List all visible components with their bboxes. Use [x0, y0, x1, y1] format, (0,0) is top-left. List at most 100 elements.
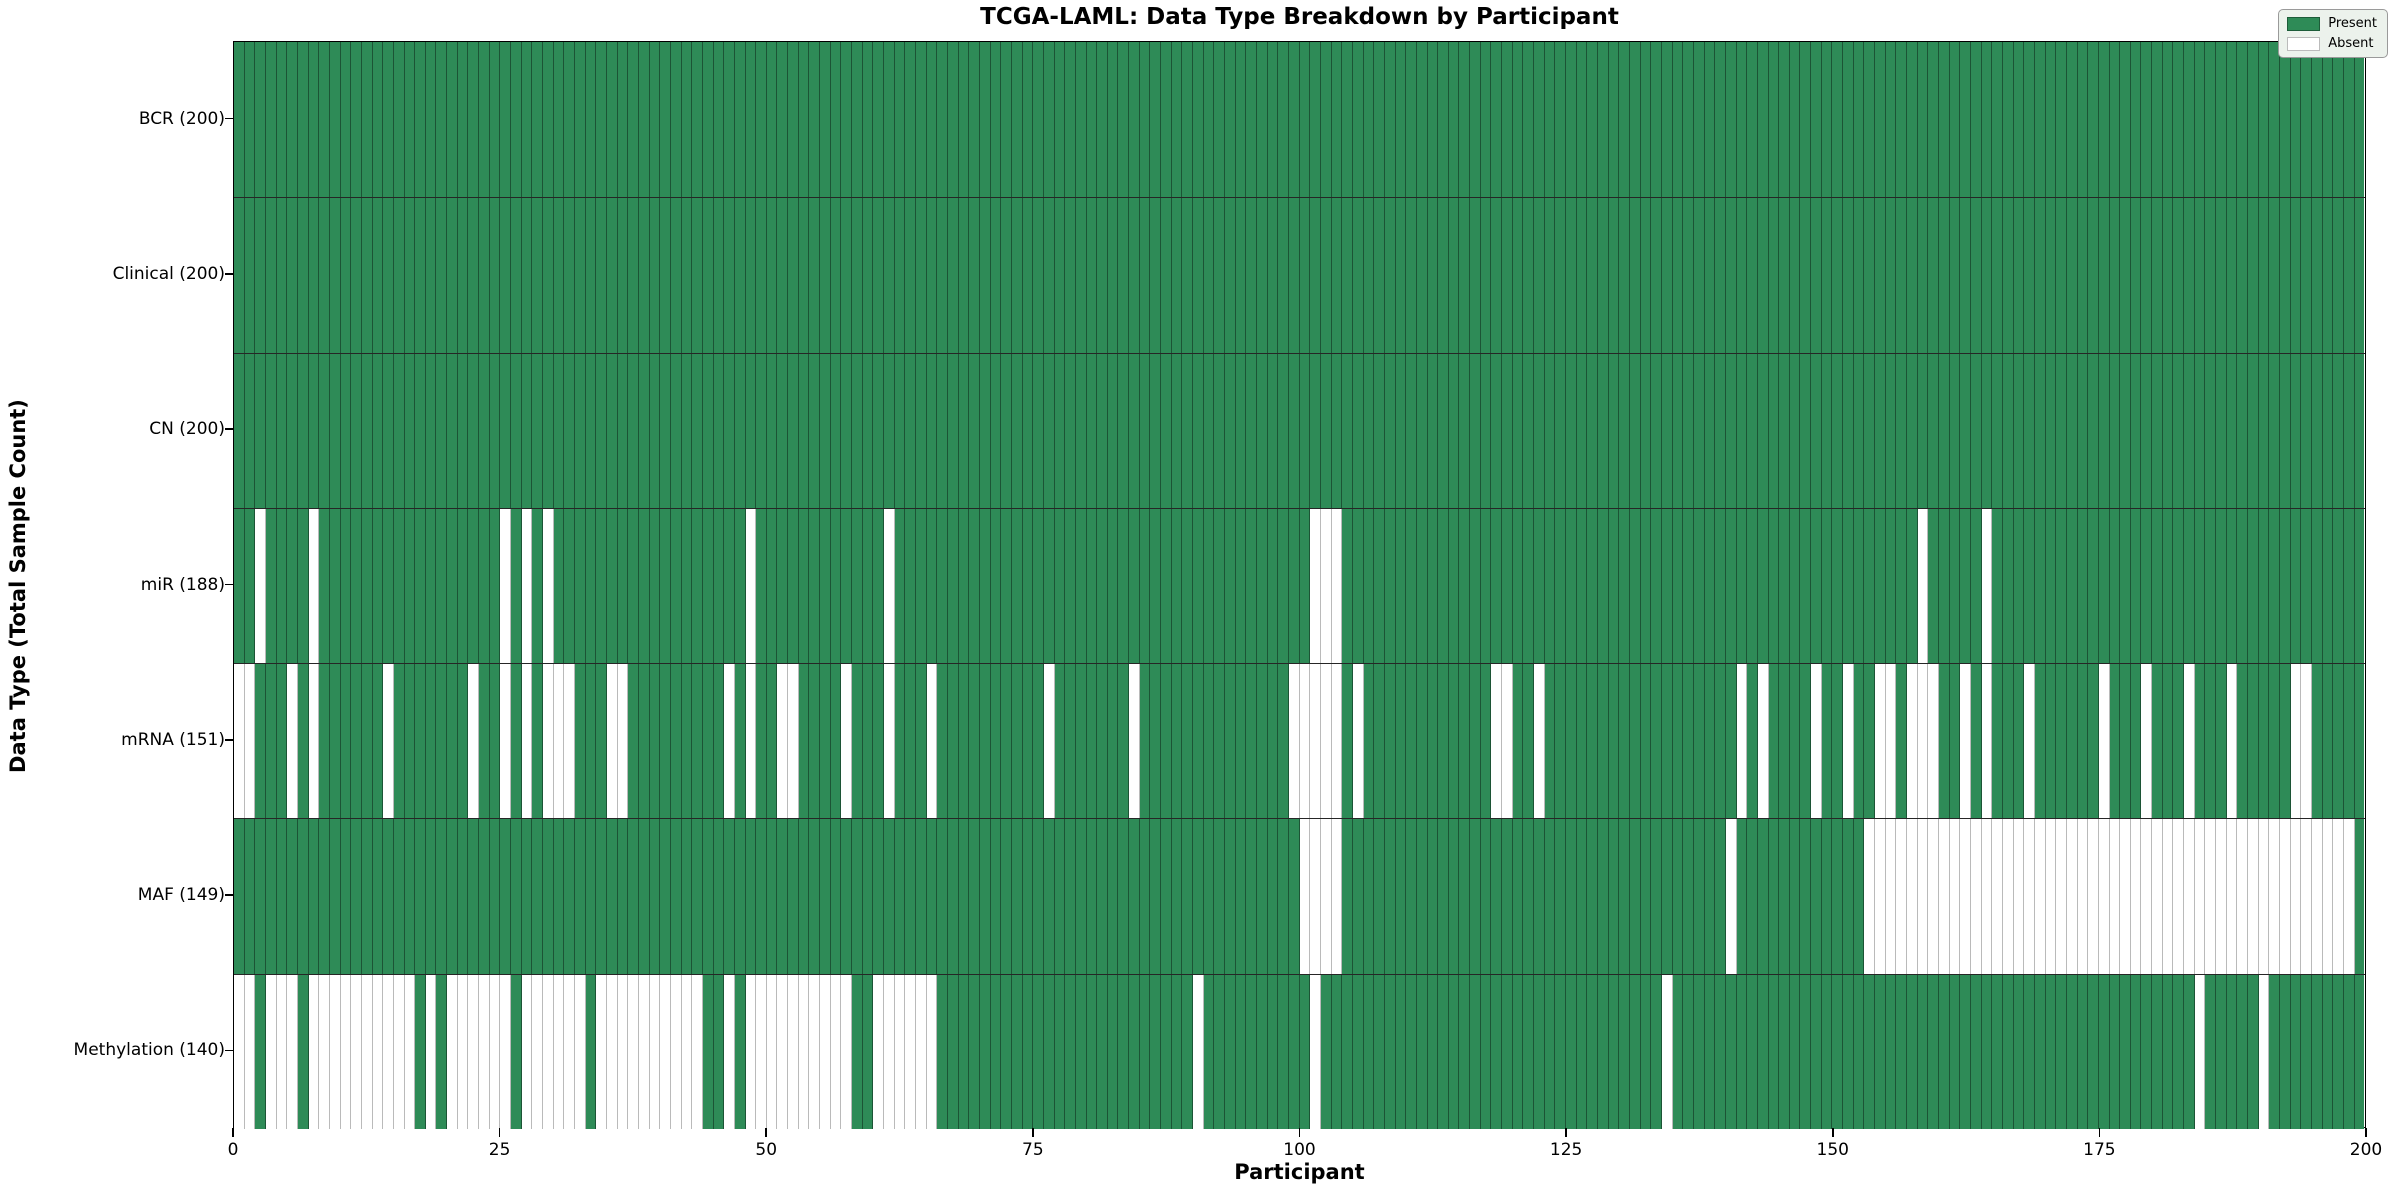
- cell-mir-147: [1800, 508, 1812, 664]
- cell-clinical-111: [1416, 198, 1428, 353]
- cell-mrna-135: [1672, 664, 1684, 819]
- cell-mir-107: [1374, 508, 1385, 664]
- cell-mrna-108: [1384, 664, 1396, 819]
- cell-methylation-54: [809, 974, 821, 1129]
- cell-methylation-161: [1949, 974, 1961, 1129]
- cell-mrna-138: [1704, 664, 1716, 819]
- cell-mir-143: [1757, 508, 1769, 664]
- cell-cn-2: [255, 353, 266, 508]
- cell-methylation-159: [1928, 974, 1939, 1129]
- cell-mrna-81: [1097, 664, 1108, 819]
- cell-mir-137: [1693, 508, 1705, 664]
- cell-maf-184: [2194, 819, 2206, 974]
- cell-mrna-72: [1001, 664, 1012, 819]
- cell-bcr-38: [638, 42, 650, 198]
- cell-maf-161: [1949, 819, 1961, 974]
- absent-swatch: [2287, 36, 2321, 51]
- cell-mrna-97: [1267, 664, 1279, 819]
- cell-methylation-145: [1779, 974, 1790, 1129]
- cell-mir-3: [265, 508, 277, 664]
- cell-methylation-130: [1619, 974, 1630, 1129]
- cell-clinical-59: [862, 198, 874, 353]
- cell-clinical-65: [926, 198, 938, 353]
- cell-methylation-188: [2237, 974, 2249, 1129]
- heatmap-row-clinical: [234, 197, 2365, 353]
- cell-bcr-117: [1480, 42, 1492, 198]
- cell-cn-20: [447, 353, 458, 508]
- cell-maf-115: [1459, 819, 1471, 974]
- cell-clinical-95: [1246, 198, 1257, 353]
- cell-maf-20: [447, 819, 458, 974]
- cell-mrna-45: [713, 664, 725, 819]
- cell-methylation-87: [1161, 974, 1172, 1129]
- cell-cn-159: [1928, 353, 1939, 508]
- cell-maf-165: [1992, 819, 2003, 974]
- legend-entry-present: Present: [2287, 16, 2377, 31]
- cell-clinical-184: [2194, 198, 2206, 353]
- cell-clinical-107: [1374, 198, 1385, 353]
- cell-bcr-80: [1086, 42, 1098, 198]
- cell-maf-182: [2173, 819, 2185, 974]
- cell-maf-180: [2152, 819, 2163, 974]
- cell-clinical-180: [2152, 198, 2163, 353]
- cell-cn-30: [553, 353, 565, 508]
- cell-clinical-147: [1800, 198, 1812, 353]
- cell-cn-62: [894, 353, 906, 508]
- cell-mrna-158: [1917, 664, 1929, 819]
- cell-mrna-175: [2098, 664, 2110, 819]
- cell-clinical-6: [297, 198, 309, 353]
- y-tick-mark-clinical: [225, 273, 233, 275]
- cell-cn-193: [2290, 353, 2302, 508]
- cell-mir-122: [1534, 508, 1545, 664]
- cell-methylation-194: [2301, 974, 2312, 1129]
- cell-methylation-65: [926, 974, 938, 1129]
- cell-mir-194: [2301, 508, 2312, 664]
- cell-methylation-192: [2280, 974, 2291, 1129]
- cell-mrna-59: [862, 664, 874, 819]
- cell-bcr-179: [2141, 42, 2153, 198]
- cell-clinical-187: [2226, 198, 2238, 353]
- cell-methylation-195: [2311, 974, 2323, 1129]
- cell-methylation-139: [1715, 974, 1726, 1129]
- cell-mir-73: [1011, 508, 1023, 664]
- cell-cn-46: [724, 353, 735, 508]
- cell-maf-132: [1640, 819, 1652, 974]
- cell-clinical-118: [1491, 198, 1503, 353]
- cell-mir-75: [1033, 508, 1044, 664]
- cell-methylation-119: [1502, 974, 1513, 1129]
- cell-mir-117: [1480, 508, 1492, 664]
- cell-maf-155: [1885, 819, 1897, 974]
- cell-cn-124: [1555, 353, 1567, 508]
- cell-mir-72: [1001, 508, 1012, 664]
- cell-clinical-28: [532, 198, 544, 353]
- cell-mrna-171: [2056, 664, 2067, 819]
- cell-cn-95: [1246, 353, 1257, 508]
- cell-mir-182: [2173, 508, 2185, 664]
- cell-methylation-10: [340, 974, 352, 1129]
- cell-bcr-178: [2130, 42, 2142, 198]
- cell-mir-141: [1736, 508, 1748, 664]
- cell-maf-197: [2333, 819, 2344, 974]
- cell-cn-186: [2216, 353, 2227, 508]
- cell-cn-138: [1704, 353, 1716, 508]
- cell-cn-134: [1661, 353, 1673, 508]
- cell-mrna-11: [351, 664, 362, 819]
- cell-cn-89: [1182, 353, 1194, 508]
- cell-methylation-101: [1310, 974, 1321, 1129]
- cell-bcr-35: [606, 42, 618, 198]
- cell-mir-86: [1150, 508, 1162, 664]
- cell-maf-167: [2013, 819, 2025, 974]
- cell-mir-39: [649, 508, 661, 664]
- cell-cn-147: [1800, 353, 1812, 508]
- cell-maf-89: [1182, 819, 1194, 974]
- cell-clinical-89: [1182, 198, 1194, 353]
- cell-mrna-109: [1395, 664, 1407, 819]
- cell-mrna-196: [2322, 664, 2334, 819]
- cell-maf-26: [511, 819, 522, 974]
- cell-mir-66: [937, 508, 948, 664]
- cell-clinical-60: [873, 198, 885, 353]
- cell-mir-38: [638, 508, 650, 664]
- cell-bcr-13: [372, 42, 384, 198]
- cell-methylation-35: [606, 974, 618, 1129]
- cell-mir-42: [681, 508, 693, 664]
